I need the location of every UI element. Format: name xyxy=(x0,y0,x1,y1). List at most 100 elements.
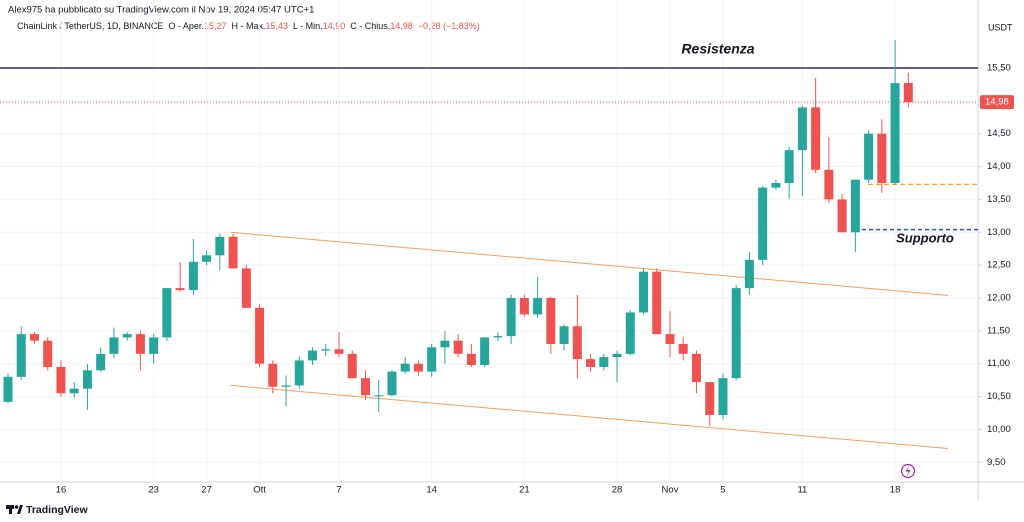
candle-body xyxy=(824,169,834,200)
candle-body xyxy=(480,337,490,366)
legend-item: C - Chius. xyxy=(350,21,390,31)
candle-body xyxy=(228,236,238,269)
candle-body xyxy=(466,353,476,366)
candle-body xyxy=(162,288,172,338)
x-tick-label: 11 xyxy=(797,485,807,496)
support-label: Supporto xyxy=(896,230,954,245)
grid xyxy=(0,0,978,482)
candle-body xyxy=(758,187,768,260)
candle-body xyxy=(122,334,132,338)
candle-body xyxy=(149,337,159,354)
candle-body xyxy=(56,366,66,394)
candle-body xyxy=(82,370,92,389)
candle-body xyxy=(347,353,357,379)
candle-body xyxy=(308,350,318,361)
candle-body xyxy=(731,288,741,379)
candle-body xyxy=(705,382,715,415)
candle-body xyxy=(639,271,649,313)
candle-body xyxy=(202,255,212,262)
x-tick-label: 27 xyxy=(201,485,212,496)
y-tick-label: 14,00 xyxy=(987,161,1011,172)
legend-item: −0,28 (−1,83%) xyxy=(418,21,480,31)
y-tick-label: 15,50 xyxy=(987,62,1011,73)
y-tick-label: 10,50 xyxy=(987,391,1011,402)
candle-body xyxy=(877,133,887,183)
candle-body xyxy=(43,340,53,367)
legend-item: H - Max. xyxy=(231,21,265,31)
candle-body xyxy=(903,83,913,103)
legend: ChainLink / TetherUS, 1D, BINANCE O - Ape… xyxy=(17,21,480,31)
candle-body xyxy=(3,376,13,402)
x-tick-label: 21 xyxy=(519,485,530,496)
candle-body xyxy=(586,359,596,367)
candle-body xyxy=(268,363,278,387)
legend-item: L - Min. xyxy=(293,21,323,31)
candle-body xyxy=(215,236,225,256)
candle-body xyxy=(506,297,516,337)
candle-body xyxy=(625,312,635,354)
candle-body xyxy=(559,326,569,344)
resistance-label: Resistenza xyxy=(681,41,754,57)
y-tick-label: 14,50 xyxy=(987,128,1011,139)
brand: TradingView xyxy=(26,504,88,516)
y-tick-label: 11,50 xyxy=(987,325,1010,336)
legend-item: 14,98 xyxy=(390,21,413,31)
last-price-box xyxy=(980,95,1014,110)
candle-body xyxy=(652,271,662,335)
candle-body xyxy=(255,307,265,364)
x-tick-label: 5 xyxy=(720,485,725,496)
y-tick-label: 11,00 xyxy=(987,358,1010,369)
candle-body xyxy=(175,288,185,291)
candle-body xyxy=(612,353,622,358)
candle-body xyxy=(718,378,728,415)
candle-body xyxy=(811,107,821,170)
candle-body xyxy=(864,133,874,180)
x-tick-label: 16 xyxy=(56,485,67,496)
y-tick-label: 10,00 xyxy=(987,424,1011,435)
candle-body xyxy=(744,259,754,289)
trend-line xyxy=(230,231,949,296)
legend-item: 14,90 xyxy=(323,21,346,31)
x-tick-label: 7 xyxy=(336,485,341,496)
candle-body xyxy=(678,343,688,354)
candle-body xyxy=(413,363,423,372)
candle-body xyxy=(188,261,198,291)
candle-body xyxy=(572,326,582,360)
candle-body xyxy=(29,334,39,341)
x-tick-label: 23 xyxy=(148,485,159,496)
candle-body xyxy=(387,371,397,396)
candle-body xyxy=(321,349,331,351)
candle-body xyxy=(400,363,410,372)
candle-body xyxy=(135,334,145,354)
candle-body xyxy=(453,340,463,354)
y-tick-label: 12,50 xyxy=(987,260,1011,271)
candle-body xyxy=(427,347,437,372)
trend-line xyxy=(230,384,949,449)
credit: Alex975 ha pubblicato su TradingView.com… xyxy=(8,5,314,16)
candle-body xyxy=(519,297,529,315)
legend-text: ChainLink / TetherUS, 1D, BINANCE O - Ape… xyxy=(17,21,480,31)
x-tick-label: 14 xyxy=(426,485,437,496)
y-tick-label: 13,00 xyxy=(987,227,1011,238)
candle-body xyxy=(665,334,675,344)
candle-body xyxy=(691,353,701,383)
candle-body xyxy=(784,150,794,183)
legend-item: ChainLink / TetherUS, 1D, BINANCE xyxy=(17,21,163,31)
candle-body xyxy=(850,179,860,233)
y-tick-label: 9,50 xyxy=(987,457,1006,468)
last-price-label: 14,98 xyxy=(985,97,1009,108)
event-icon xyxy=(900,463,916,479)
candle-body xyxy=(294,360,304,386)
brand-logo xyxy=(6,505,23,514)
candle-body xyxy=(96,353,106,371)
candle-body xyxy=(797,107,807,151)
y-tick-label: 12,00 xyxy=(987,293,1011,304)
y-tick-label: 13,50 xyxy=(987,194,1011,205)
candle-body xyxy=(546,297,556,344)
candle-body xyxy=(109,337,119,354)
x-tick-label: Nov xyxy=(662,485,679,496)
candle-body xyxy=(281,385,291,387)
candle-body xyxy=(440,340,450,348)
candle-body xyxy=(890,83,900,183)
